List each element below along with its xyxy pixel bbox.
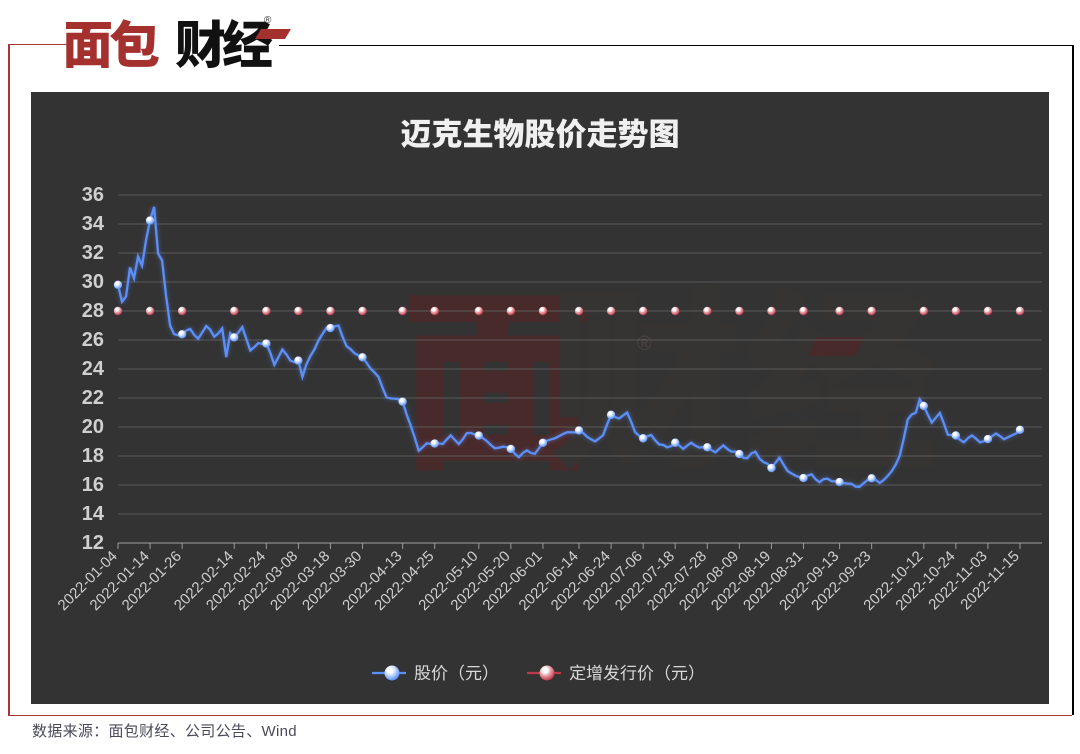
svg-text:定增发行价（元）: 定增发行价（元） xyxy=(569,659,705,684)
svg-text:股价（元）: 股价（元） xyxy=(414,659,499,684)
svg-text:面包: 面包 xyxy=(66,14,159,74)
svg-text:财经: 财经 xyxy=(175,14,273,74)
svg-text:®: ® xyxy=(264,15,272,26)
